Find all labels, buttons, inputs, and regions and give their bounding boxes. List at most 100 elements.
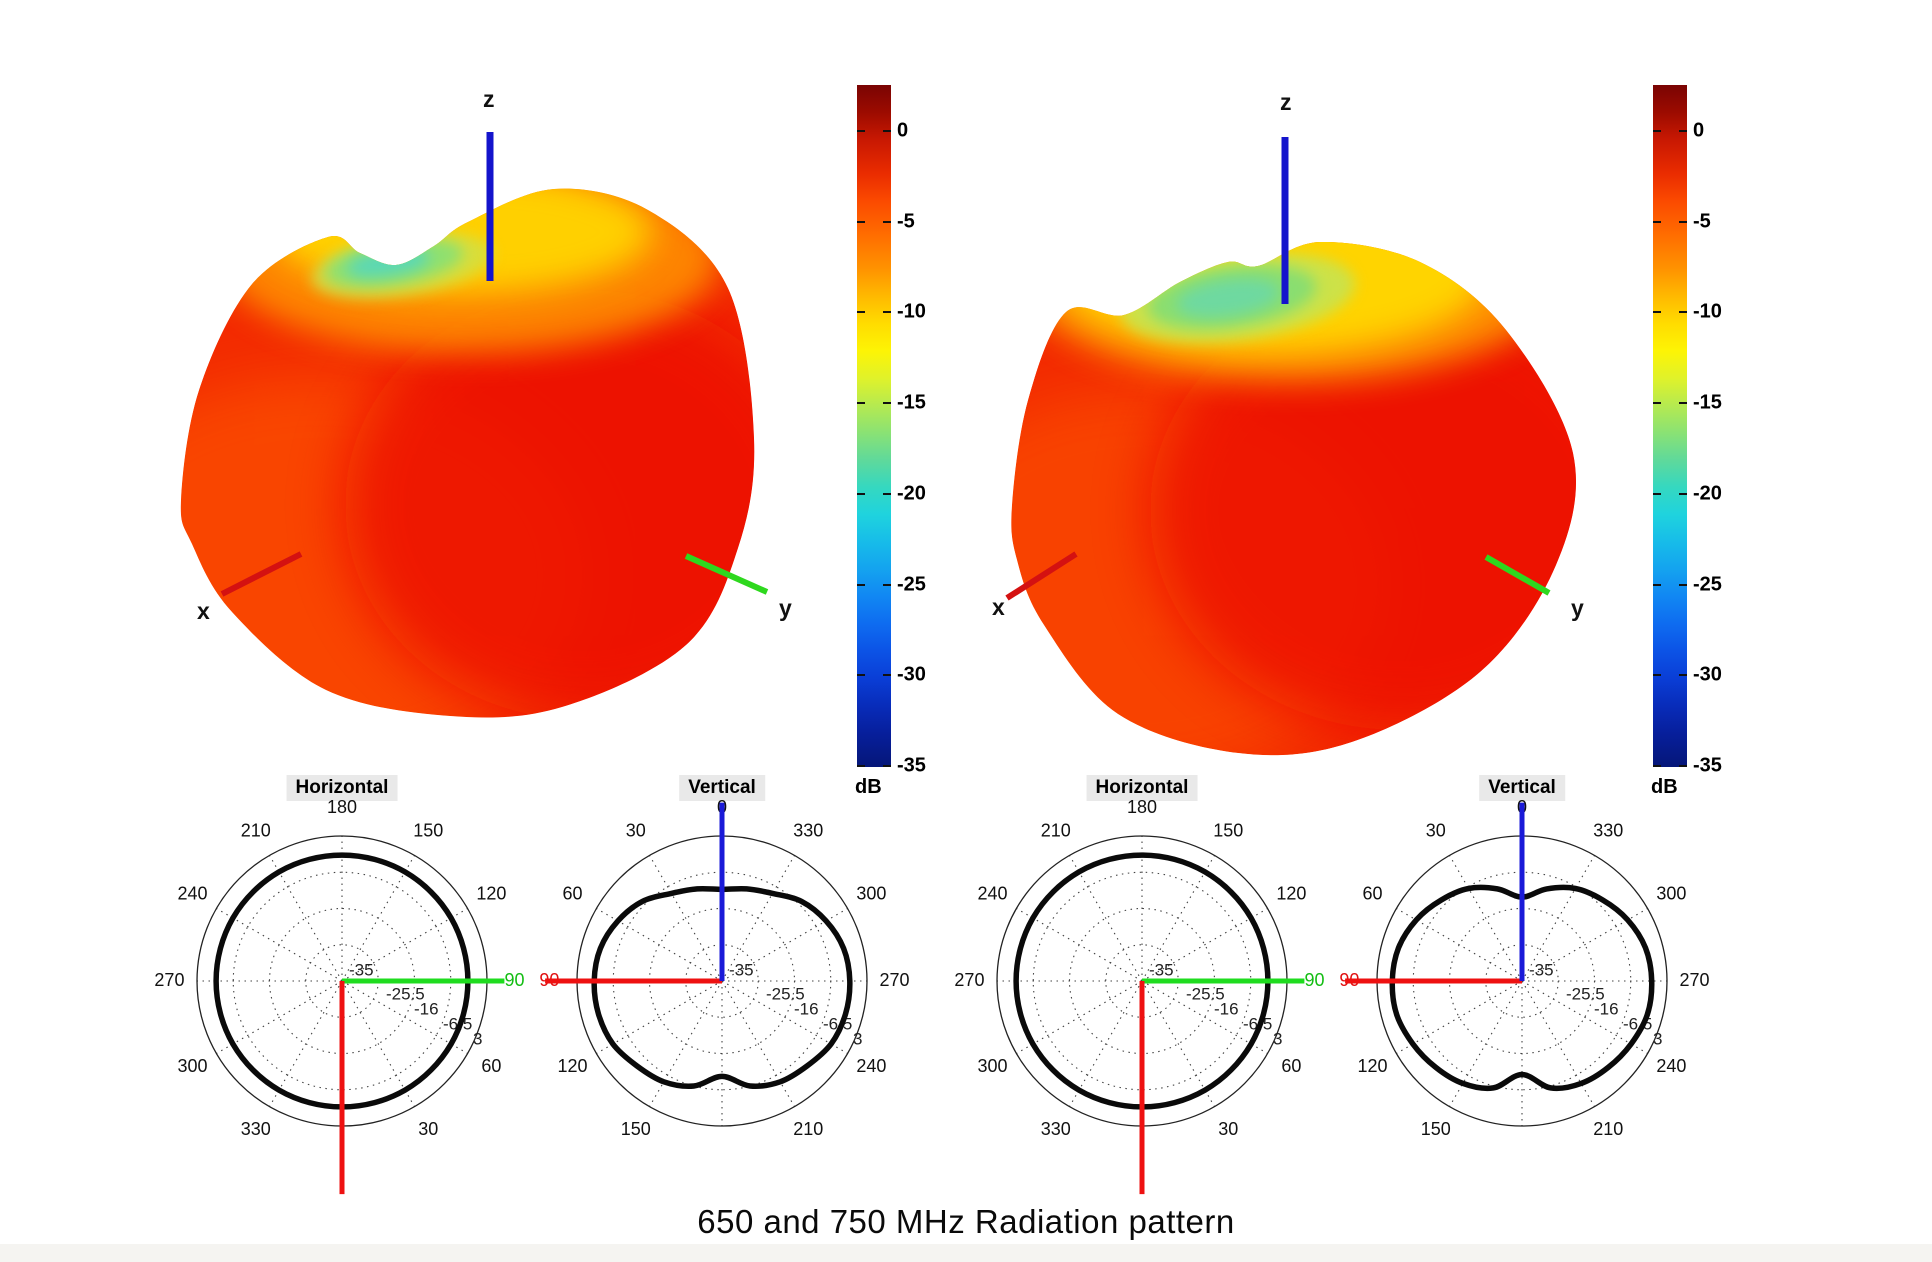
polar-grid-spoke (216, 908, 343, 982)
colorbar-tick (1653, 583, 1661, 586)
y-axis-stick (684, 553, 769, 595)
polar-angle-label: 30 (418, 1119, 438, 1139)
colorbar-tick-label: -35 (1693, 754, 1722, 777)
colorbar-tick (1679, 311, 1687, 314)
colorbar-tick (857, 130, 865, 132)
polar-grid-spoke (1521, 980, 1648, 1054)
polar-plot-vertical-650: 0306090120150210240270300330-35-25.5-16-… (539, 797, 909, 1139)
polar-grid-spoke (596, 980, 723, 1054)
z-axis-label-650: z (483, 86, 495, 112)
blob-shading (1150, 290, 1577, 730)
colorbar-tick-label: -30 (1693, 663, 1722, 686)
polar-grid-spoke (596, 908, 723, 982)
polar-angle-label: 120 (476, 883, 506, 903)
radiation-pattern-curve (1389, 884, 1655, 1092)
blob-shading (1176, 278, 1280, 318)
chart-title-vertical-750: Vertical (1479, 775, 1565, 801)
polar-angle-label: 30 (1218, 1119, 1238, 1139)
polar-grid-spoke (1141, 855, 1215, 982)
x-axis-stick (1005, 551, 1078, 601)
polar-angle-label: 300 (856, 883, 886, 903)
chart-title-horizontal-750: Horizontal (1086, 775, 1198, 801)
polar-radial-label: -16 (1594, 999, 1619, 1018)
polar-grid-spoke (1069, 855, 1143, 982)
colorbar-tick-label: -10 (897, 300, 926, 323)
polar-grid-spoke (721, 980, 848, 1054)
polar-angle-label: 120 (1276, 883, 1306, 903)
colorbar-tick (883, 674, 891, 677)
polar-angle-label: 300 (978, 1056, 1008, 1076)
colorbar-tick (1653, 674, 1661, 677)
colorbar-tick (857, 674, 865, 677)
colorbar-gradient (1653, 85, 1687, 767)
colorbar-tick (883, 130, 891, 132)
colorbar-tick (1679, 674, 1687, 677)
polar-angle-label: 90 (505, 970, 525, 990)
colorbar-tick (883, 583, 891, 586)
colorbar-tick (857, 492, 865, 495)
colorbar-tick (1653, 311, 1661, 314)
polar-grid-spoke (1016, 980, 1143, 1054)
polar-angle-label: 150 (1421, 1119, 1451, 1139)
polar-plot-horizontal-750: 30 60 90 120 150 180 210 240 270 300 330 -35 -25.5-1… (954, 797, 1325, 1195)
colorbar-tick-label: -15 (897, 391, 926, 414)
polar-grid-spoke (341, 908, 468, 982)
polar-grid-spoke (269, 855, 343, 982)
polar-angle-label: 120 (558, 1056, 588, 1076)
colorbar-tick (883, 220, 891, 223)
colorbar-tick (857, 402, 865, 405)
polar-angle-label: 210 (241, 820, 271, 840)
y-axis-stick (1484, 554, 1551, 596)
polar-angle-label: 240 (1656, 1056, 1686, 1076)
colorbar-tick (857, 764, 865, 767)
z-axis-label-750: z (1280, 89, 1292, 115)
polar-angle-label: 300 (178, 1056, 208, 1076)
polar-radial-label: -16 (794, 999, 819, 1018)
chart-title-horizontal-650: Horizontal (286, 775, 398, 801)
polar-grid-spoke (341, 980, 468, 1054)
polar-angle-label: 270 (880, 970, 910, 990)
colorbar-tick-label: -30 (897, 663, 926, 686)
colorbar-750: 0 -5 -10 -15 -20 -25 -30 -35 (1653, 85, 1773, 785)
polar-grid-spoke (721, 855, 795, 982)
polar-radial-label: 3 (1653, 1029, 1662, 1048)
polar-radial-label: -16 (414, 999, 439, 1018)
polar-angle-label: 330 (793, 820, 823, 840)
colorbar-tick-label: -20 (897, 482, 926, 505)
polar-angle-label: 300 (1656, 883, 1686, 903)
colorbar-tick (883, 764, 891, 767)
x-axis-label-650: x (197, 598, 210, 624)
colorbar-tick (1653, 764, 1661, 767)
polar-radial-label: 3 (1273, 1029, 1282, 1048)
y-axis-label-650: y (779, 595, 792, 621)
polar-angle-label: 90 (1305, 970, 1325, 990)
polar-grid-spoke (1141, 980, 1215, 1107)
polar-angle-label: 60 (563, 883, 583, 903)
polar-angle-label: 210 (1041, 820, 1071, 840)
colorbar-tick (1653, 402, 1661, 405)
polar-angle-label: 240 (178, 883, 208, 903)
polar-plot-vertical-750: 0306090120150210240270300330-35-25.5-16-… (1339, 797, 1709, 1139)
z-axis-stick (486, 132, 494, 281)
polar-angle-label: 270 (1680, 970, 1710, 990)
polar-angle-label: 240 (978, 883, 1008, 903)
3d-patterns-layer (180, 132, 1577, 756)
polar-angle-label: 270 (954, 970, 984, 990)
polar-radial-label: 3 (473, 1029, 482, 1048)
polar-plots-layer: 306090120150180210240270300330-35-25.5-1… (154, 797, 1710, 1195)
radiation-pattern-curve (213, 852, 471, 1110)
polar-angle-label: 180 (1127, 797, 1157, 817)
polar-angle-label: 330 (1593, 820, 1623, 840)
polar-grid-spoke (1449, 855, 1523, 982)
polar-radial-label: -16 (1214, 999, 1239, 1018)
colorbar-tick-label: -5 (1693, 210, 1711, 233)
x-axis-stick (220, 551, 303, 597)
colorbar-tick (1653, 220, 1661, 223)
colorbar-tick (1653, 130, 1661, 132)
colorbar-tick (857, 583, 865, 586)
polar-grid-spoke (649, 980, 723, 1107)
radiation-blob-3d-650 (180, 132, 769, 718)
polar-grid-spoke (1141, 908, 1268, 982)
polar-grid-spoke (216, 980, 343, 1054)
colorbar-tick-label: -25 (897, 573, 926, 595)
